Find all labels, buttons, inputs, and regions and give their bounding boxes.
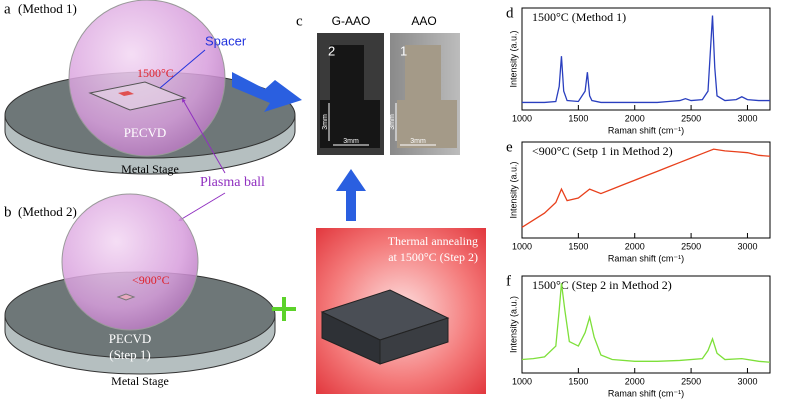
spacer-label: Spacer bbox=[205, 33, 247, 48]
panel-c: c G-AAO AAO 2 1 3mm 3mm 3mm 3mm Thermal … bbox=[232, 13, 486, 394]
x-tick-label: 3000 bbox=[737, 241, 757, 251]
reactor-label: PECVD bbox=[124, 125, 167, 140]
spectrum-line bbox=[522, 15, 770, 104]
plot-frame bbox=[521, 7, 771, 111]
spectrum-line bbox=[521, 283, 771, 363]
sample-shape bbox=[397, 45, 457, 148]
temperature: <900°C bbox=[132, 273, 170, 287]
spacer bbox=[88, 81, 187, 111]
chart-title: 1500°C (Step 2 in Method 2) bbox=[532, 278, 672, 292]
stage-label: Metal Stage bbox=[111, 374, 169, 388]
scale-bar bbox=[328, 103, 369, 146]
x-axis-label: Raman shift (cm⁻¹) bbox=[608, 253, 684, 263]
panel-letter: f bbox=[506, 273, 511, 289]
pointer bbox=[178, 192, 226, 222]
panel-b: b (Method 2) <900°C PECVD (Step 1) Metal… bbox=[4, 193, 296, 388]
scale-label: 3mm bbox=[389, 114, 396, 130]
spectrum-line bbox=[521, 148, 771, 228]
sample-name: AAO bbox=[411, 14, 436, 28]
x-tick-label: 2500 bbox=[681, 241, 701, 251]
x-tick-label: 3000 bbox=[737, 376, 757, 386]
panel-letter: c bbox=[296, 13, 303, 29]
x-tick-label: 1500 bbox=[568, 113, 588, 123]
plus-sign bbox=[272, 297, 296, 321]
panel-letter: b bbox=[4, 204, 12, 220]
sample-name: G-AAO bbox=[332, 14, 371, 28]
x-tick-label: 1000 bbox=[512, 376, 532, 386]
x-tick-label: 2000 bbox=[625, 376, 645, 386]
x-tick-label: 1000 bbox=[512, 113, 532, 123]
x-tick-label: 2500 bbox=[681, 113, 701, 123]
y-axis-label: Intensity (a.u.) bbox=[508, 30, 518, 87]
pointer bbox=[182, 98, 226, 174]
panel-letter: e bbox=[506, 139, 513, 155]
scale-label: 3mm bbox=[322, 114, 329, 130]
spectra: 1000 1500 2000 2500 3000 Raman shift (cm⁻¹) In… bbox=[506, 5, 771, 398]
panel-letter: d bbox=[506, 5, 514, 21]
scale-label: 3mm bbox=[343, 138, 359, 145]
x-tick-label: 2500 bbox=[681, 376, 701, 386]
annealing-label: Thermal annealing bbox=[388, 234, 478, 248]
x-tick-label: 1500 bbox=[568, 376, 588, 386]
pointer bbox=[159, 49, 206, 89]
x-tick-label: 2000 bbox=[625, 241, 645, 251]
sample-shape bbox=[320, 45, 380, 148]
plasma-label: Plasma ball bbox=[200, 175, 265, 190]
temperature: 1500°C bbox=[137, 66, 174, 80]
aao-block bbox=[379, 317, 449, 365]
plot-frame bbox=[521, 275, 771, 374]
scale-label: 3mm bbox=[410, 138, 426, 145]
x-tick-label: 1500 bbox=[568, 241, 588, 251]
arrow bbox=[232, 72, 302, 112]
y-axis-label: Intensity (a.u.) bbox=[508, 161, 518, 218]
reactor-label: PECVD bbox=[109, 331, 152, 346]
sample bbox=[118, 91, 134, 96]
panel-letter: a bbox=[4, 1, 11, 17]
chart-title: 1500°C (Method 1) bbox=[532, 10, 626, 24]
plasma-ball bbox=[68, 0, 226, 157]
x-tick-label: 1000 bbox=[512, 241, 532, 251]
annealing-label: at 1500°C (Step 2) bbox=[388, 250, 478, 264]
chart-title: <900°C (Setp 1 in Method 2) bbox=[532, 144, 673, 158]
plasma-ball bbox=[61, 193, 199, 331]
stage-label: Metal Stage bbox=[121, 162, 179, 176]
x-tick-label: 3000 bbox=[737, 113, 757, 123]
x-axis-label: Raman shift (cm⁻¹) bbox=[608, 388, 684, 398]
sample bbox=[116, 293, 136, 301]
method-label: (Method 1) bbox=[18, 1, 77, 16]
sample-number: 1 bbox=[400, 43, 407, 58]
y-axis-label: Intensity (a.u.) bbox=[508, 296, 518, 353]
step-label: (Step 1) bbox=[109, 347, 151, 362]
scale-bar bbox=[395, 103, 436, 146]
method-label: (Method 2) bbox=[18, 204, 77, 219]
arrow bbox=[336, 169, 366, 221]
panel-a: a (Method 1) Spacer 1500°C PECVD Metal S… bbox=[4, 0, 296, 222]
x-axis-label: Raman shift (cm⁻¹) bbox=[608, 125, 684, 135]
sample-number: 2 bbox=[328, 43, 335, 58]
plot-frame bbox=[521, 141, 771, 239]
x-tick-label: 2000 bbox=[625, 113, 645, 123]
